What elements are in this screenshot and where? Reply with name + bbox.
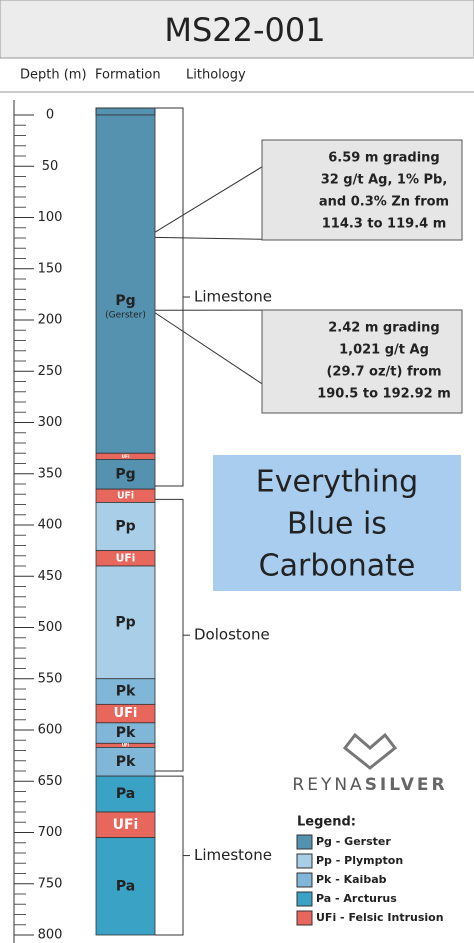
legend-swatch <box>296 910 313 926</box>
callout-box <box>261 139 463 241</box>
lithology-label: Limestone <box>194 288 272 306</box>
depth-label: 500 <box>38 620 63 635</box>
formation <box>95 811 156 839</box>
lithology-label: Limestone <box>194 846 272 864</box>
depth-label: 800 <box>38 928 63 943</box>
formation <box>95 775 156 813</box>
col-header: Formation <box>95 68 161 83</box>
depth-label: 750 <box>38 876 63 891</box>
formation <box>95 678 156 705</box>
column-top <box>95 107 156 116</box>
depth-label: 400 <box>38 518 63 533</box>
formation-label: Pk <box>116 754 136 770</box>
formation-label: Pa <box>116 786 135 802</box>
legend-title: Legend: <box>297 815 356 830</box>
logo-a: REYNA <box>292 775 364 795</box>
callout-text: (29.7 oz/t) from <box>326 365 441 380</box>
formation <box>95 747 156 777</box>
formation-label: Pk <box>116 684 136 700</box>
formation <box>95 565 156 680</box>
depth-label: 550 <box>38 671 63 686</box>
depth-label: 600 <box>38 723 63 738</box>
formation-label: UFi <box>116 551 136 564</box>
note-text: Everything <box>256 465 418 500</box>
formation-label: Pg <box>115 466 135 482</box>
formation-label: UFi <box>122 742 130 747</box>
formation-label: UFi <box>122 454 130 460</box>
depth-label: 350 <box>38 466 63 481</box>
title: MS22-001 <box>164 11 325 49</box>
depth-label: 700 <box>38 825 63 840</box>
formation-label: Pk <box>116 725 136 741</box>
formation <box>95 114 156 454</box>
formation <box>95 502 156 552</box>
formation-label: Pa <box>116 878 135 894</box>
formation-sub: (Gerster) <box>105 311 146 321</box>
callout-text: 2.42 m grading <box>328 321 439 336</box>
lithology-label: Dolostone <box>194 626 270 644</box>
logo-b: SILVER <box>365 775 448 795</box>
logo-icon <box>342 732 398 770</box>
formation-label: UFi <box>114 706 138 721</box>
callout-text: 1,021 g/t Ag <box>339 343 429 358</box>
note-text: Blue is <box>287 507 387 542</box>
formation <box>95 458 156 490</box>
legend-swatch <box>296 872 313 888</box>
col-header: Lithology <box>186 68 246 83</box>
formation <box>95 837 156 936</box>
logo-shape <box>342 732 398 770</box>
legend-text: Pp - Plympton <box>316 854 403 867</box>
callout-text: and 0.3% Zn from <box>319 195 449 210</box>
legend-text: Pg - Gerster <box>316 835 391 848</box>
legend-text: UFi - Felsic Intrusion <box>316 911 444 924</box>
formation-label: UFi <box>117 490 134 501</box>
depth-label: 300 <box>38 415 63 430</box>
depth-label: 100 <box>38 210 63 225</box>
callout-box <box>261 309 463 414</box>
depth-label: 0 <box>46 108 54 123</box>
callout-text: 32 g/t Ag, 1% Pb, <box>321 173 448 188</box>
title-bar <box>0 0 474 59</box>
depth-label: 200 <box>38 313 63 328</box>
callout-text: 6.59 m grading <box>328 151 439 166</box>
legend-swatch <box>296 891 313 907</box>
legend-text: Pa - Arcturus <box>316 892 397 905</box>
depth-label: 650 <box>38 774 63 789</box>
col-header: Depth (m) <box>20 68 87 83</box>
formation-label: Pp <box>115 614 135 630</box>
callout-text: 190.5 to 192.92 m <box>317 387 451 402</box>
note-box <box>213 455 461 591</box>
depth-label: 250 <box>38 364 63 379</box>
logo-text: REYNASILVER <box>292 775 447 795</box>
legend-swatch <box>296 834 313 850</box>
depth-label: 450 <box>38 569 63 584</box>
note-text: Carbonate <box>259 549 416 584</box>
depth-label: 150 <box>38 261 63 276</box>
callout-text: 114.3 to 119.4 m <box>322 217 447 232</box>
depth-label: 50 <box>42 159 59 174</box>
legend-text: Pk - Kaibab <box>316 873 387 886</box>
formation-label: Pg <box>115 293 135 309</box>
formation-label: UFi <box>113 817 139 833</box>
formation-label: Pp <box>115 519 135 535</box>
legend-swatch <box>296 853 313 869</box>
